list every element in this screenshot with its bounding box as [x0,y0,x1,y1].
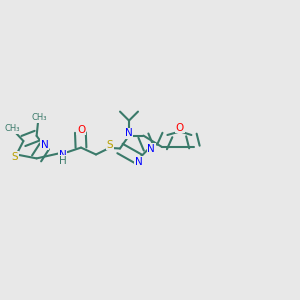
Text: O: O [176,123,184,133]
Text: H: H [58,155,66,166]
Text: N: N [147,143,155,154]
Text: N: N [124,128,132,138]
Text: S: S [107,140,113,150]
Text: N: N [40,140,48,150]
Text: N: N [58,150,66,161]
Text: N: N [135,157,142,167]
Text: CH₃: CH₃ [31,113,47,122]
Text: S: S [12,152,18,162]
Text: CH₃: CH₃ [4,124,20,134]
Text: O: O [77,124,85,135]
